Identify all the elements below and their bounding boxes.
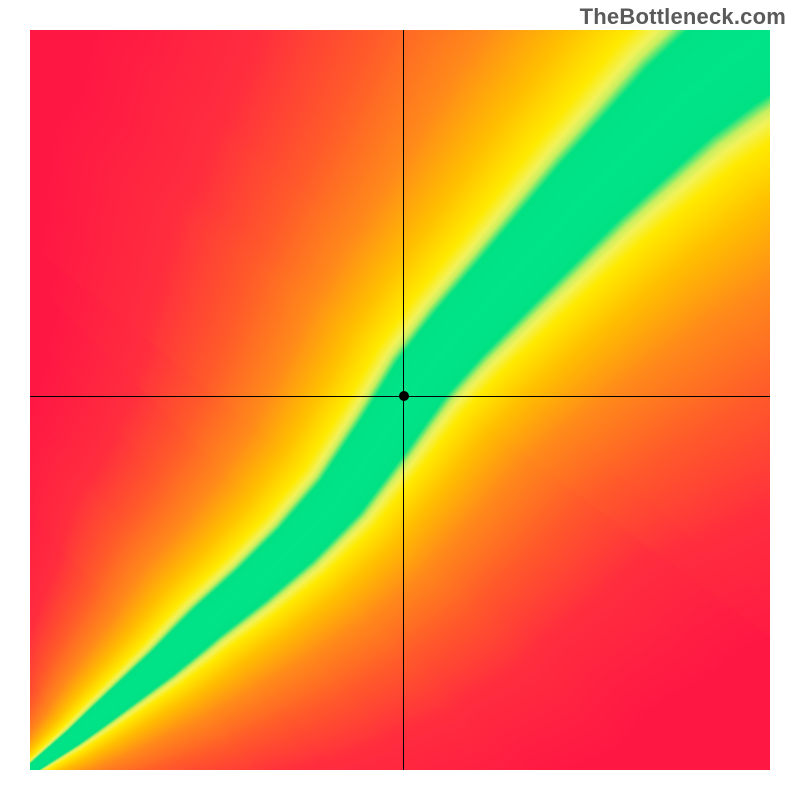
heatmap-plot bbox=[30, 30, 770, 770]
watermark-text: TheBottleneck.com bbox=[580, 4, 786, 30]
crosshair-marker bbox=[399, 391, 409, 401]
